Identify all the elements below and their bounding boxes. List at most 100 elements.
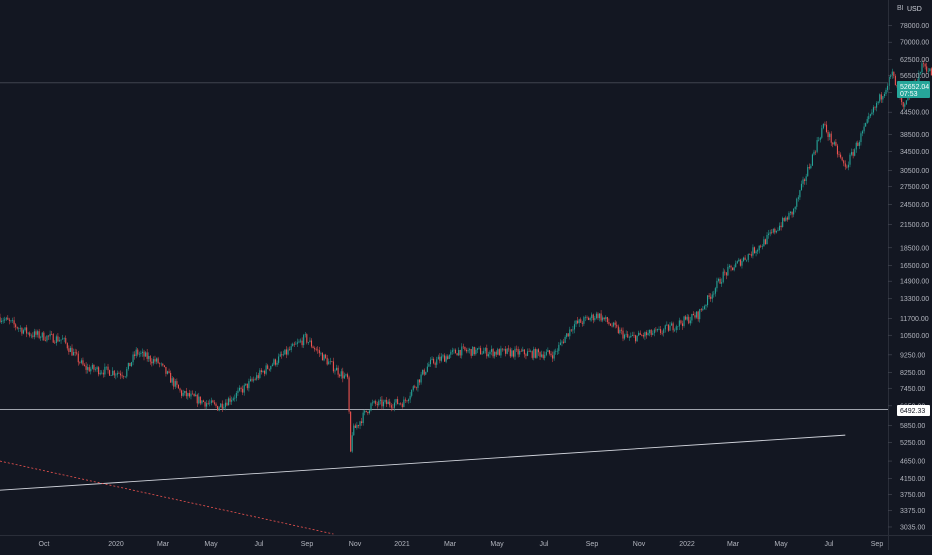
candle xyxy=(500,345,502,358)
candle-body xyxy=(163,365,165,367)
candle-body xyxy=(137,349,139,355)
candle xyxy=(511,347,513,358)
candle-body xyxy=(742,257,745,262)
candle-body xyxy=(799,190,801,198)
candle-body xyxy=(475,349,477,354)
candle-body xyxy=(866,119,868,124)
candle xyxy=(406,400,408,403)
candle xyxy=(439,353,441,364)
candle xyxy=(689,316,691,326)
candle-body xyxy=(367,411,369,414)
candle-body xyxy=(821,128,823,138)
candle-body xyxy=(843,160,845,164)
candle xyxy=(18,327,20,333)
candle-body xyxy=(281,354,283,356)
candle-body xyxy=(514,348,516,357)
candle-body xyxy=(102,372,104,375)
candle xyxy=(381,396,383,410)
candle-body xyxy=(478,348,480,349)
candle xyxy=(550,350,552,358)
candle xyxy=(123,375,125,380)
candle-body xyxy=(780,225,782,228)
candle-body xyxy=(177,384,180,389)
candle-body xyxy=(566,333,568,338)
candle-body xyxy=(290,346,292,351)
candle-body xyxy=(481,353,483,355)
candle xyxy=(835,139,837,147)
candle-body xyxy=(537,349,540,353)
candle xyxy=(847,161,849,171)
candle xyxy=(445,354,447,364)
candle-body xyxy=(467,350,469,352)
candle xyxy=(636,335,638,342)
candle-body xyxy=(47,335,50,337)
candle xyxy=(494,351,496,359)
candle-body xyxy=(528,351,530,352)
candle-body xyxy=(628,337,630,338)
candle-body xyxy=(624,334,626,339)
candle xyxy=(140,350,142,357)
candle-body xyxy=(778,225,781,231)
candle-body xyxy=(456,353,458,356)
candle-body xyxy=(553,351,555,359)
candle-body xyxy=(207,403,209,404)
candle xyxy=(392,403,394,411)
candle xyxy=(465,347,468,354)
candle-body xyxy=(883,94,885,97)
candle-body xyxy=(204,401,206,407)
candle xyxy=(796,197,798,210)
currency-label[interactable]: USD xyxy=(907,6,922,13)
candle-body xyxy=(448,354,450,359)
candle xyxy=(149,355,151,365)
candle-body xyxy=(24,327,26,331)
candle xyxy=(930,67,932,76)
candle-body xyxy=(116,373,118,375)
candle xyxy=(581,320,583,327)
price-tick-label: 18500.00 xyxy=(900,245,929,252)
candle-body xyxy=(176,381,178,385)
candle xyxy=(159,362,161,368)
candle-body xyxy=(293,343,295,345)
time-axis[interactable]: Oct 2020 Mar May Jul Sep Nov 2021 Mar May Jul Sep No… xyxy=(0,535,932,549)
candle-body xyxy=(686,316,688,320)
candle xyxy=(794,206,796,213)
candle xyxy=(495,350,497,358)
candle xyxy=(849,152,851,168)
candle xyxy=(498,348,500,356)
candle-body xyxy=(633,334,635,336)
candle xyxy=(204,401,206,410)
candle xyxy=(301,337,303,348)
candle xyxy=(588,316,590,321)
candle xyxy=(697,310,699,322)
dotted-trendline[interactable] xyxy=(0,460,334,535)
candle-body xyxy=(800,183,803,191)
candle xyxy=(130,361,133,368)
candle-body xyxy=(714,288,716,294)
candle xyxy=(331,361,333,363)
candle-body xyxy=(919,72,921,74)
candle xyxy=(789,211,792,216)
candle-body xyxy=(227,398,230,406)
candle xyxy=(503,348,505,352)
candle-body xyxy=(523,349,525,355)
candle-body xyxy=(212,400,214,403)
candle xyxy=(921,60,923,76)
candle-body xyxy=(378,400,380,406)
time-tick-label: Sep xyxy=(586,541,599,548)
trendline[interactable] xyxy=(0,434,846,491)
candle xyxy=(619,327,621,335)
candle xyxy=(152,356,154,366)
candle xyxy=(865,122,867,127)
candle xyxy=(703,304,705,310)
last-price-tag xyxy=(897,81,930,98)
candle-body xyxy=(29,332,31,336)
candle xyxy=(562,338,565,345)
candle-body xyxy=(480,348,482,355)
candle xyxy=(522,346,524,352)
candle-body xyxy=(505,349,507,354)
candle xyxy=(41,332,43,341)
candle xyxy=(102,369,104,378)
candle xyxy=(390,403,392,412)
